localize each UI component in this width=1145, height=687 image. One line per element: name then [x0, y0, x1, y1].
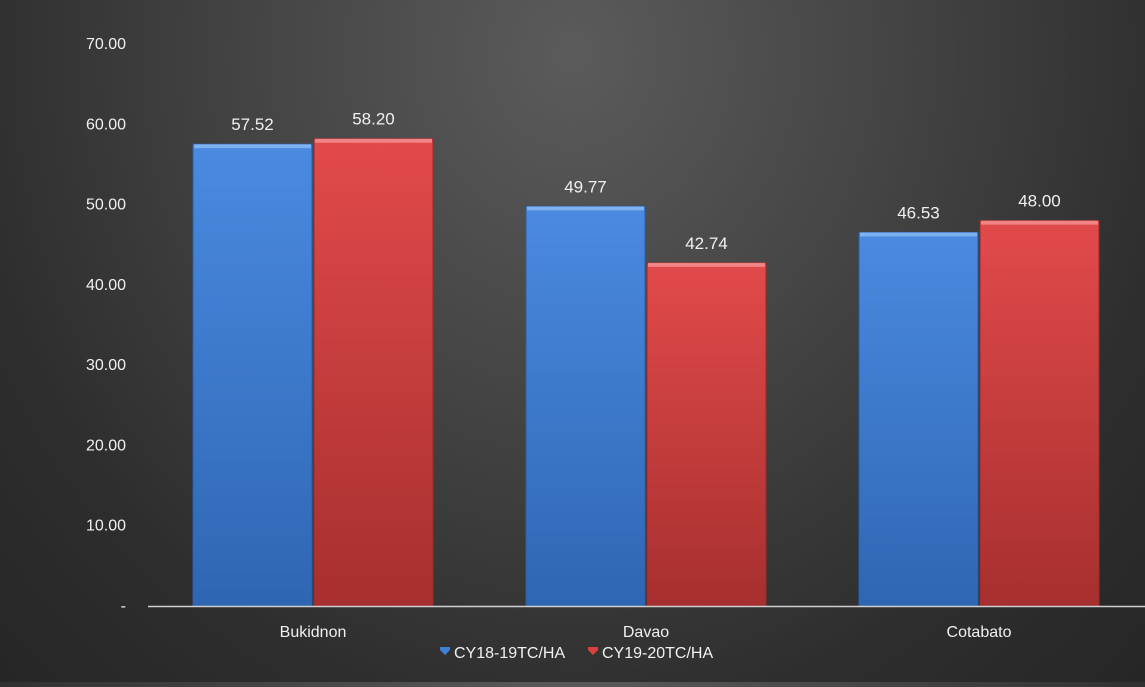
- bar-cy19-20tc-ha-davao: [646, 262, 767, 607]
- data-label: 46.53: [897, 203, 940, 222]
- legend-label: CY18-19TC/HA: [454, 645, 565, 662]
- data-label: 49.77: [564, 177, 607, 196]
- bar-cy18-19tc-ha-davao: [525, 205, 646, 607]
- data-labels: 57.52 49.77 46.53 58.20 42.74 48.00: [231, 110, 1061, 253]
- y-tick-label: 30.00: [86, 357, 126, 374]
- data-label: 58.20: [352, 110, 395, 129]
- bar-cy18-19tc-ha-cotabato: [858, 231, 979, 607]
- y-tick-label: -: [121, 598, 126, 615]
- y-tick-label: 10.00: [86, 518, 126, 535]
- bars-group: [192, 138, 1100, 607]
- x-tick-label: Cotabato: [947, 624, 1012, 641]
- y-tick-label: 60.00: [86, 116, 126, 133]
- legend-label: CY19-20TC/HA: [602, 645, 713, 662]
- bar-cy19-20tc-ha-cotabato: [979, 220, 1100, 607]
- x-axis-labels: Bukidnon Davao Cotabato: [280, 624, 1012, 641]
- y-tick-label: 20.00: [86, 437, 126, 454]
- bar-top-highlight: [981, 220, 1098, 225]
- legend: CY18-19TC/HA CY19-20TC/HA: [440, 645, 713, 662]
- legend-marker: [588, 647, 598, 655]
- data-label: 48.00: [1018, 192, 1061, 211]
- y-tick-label: 70.00: [86, 36, 126, 53]
- bar-top-highlight: [194, 144, 311, 149]
- bar-top-highlight: [648, 262, 765, 267]
- y-tick-label: 40.00: [86, 277, 126, 294]
- bar-top-highlight: [860, 232, 977, 237]
- legend-marker: [440, 647, 450, 655]
- y-axis-labels: - 10.00 20.00 30.00 40.00 50.00 60.00 70.00: [86, 36, 126, 615]
- x-tick-label: Bukidnon: [280, 624, 347, 641]
- data-label: 57.52: [231, 115, 274, 134]
- bar-cy18-19tc-ha-bukidnon: [192, 143, 313, 607]
- x-tick-label: Davao: [623, 624, 669, 641]
- data-label: 42.74: [685, 234, 728, 253]
- bar-top-highlight: [315, 138, 432, 143]
- bar-top-highlight: [527, 206, 644, 211]
- y-tick-label: 50.00: [86, 197, 126, 214]
- bar-cy19-20tc-ha-bukidnon: [313, 138, 434, 607]
